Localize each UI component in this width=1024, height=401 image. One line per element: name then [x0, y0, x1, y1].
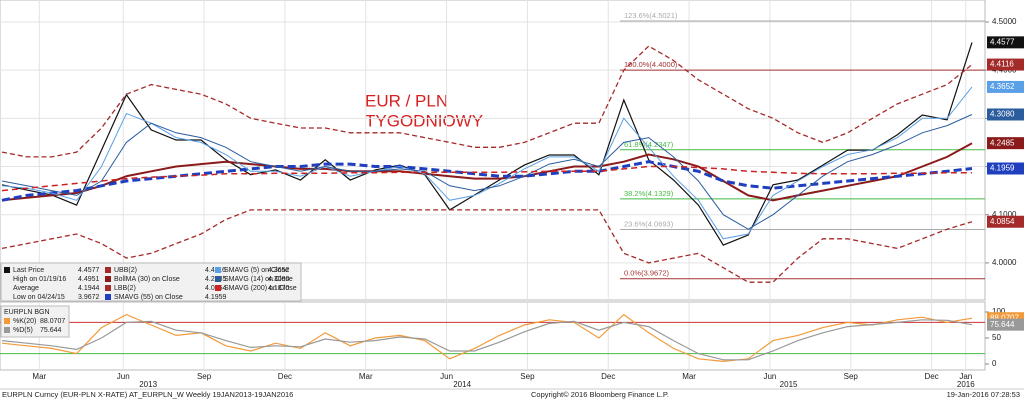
- x-tick-label: Jun: [117, 372, 130, 381]
- legend-swatch: [105, 276, 111, 282]
- legend-swatch: [215, 276, 221, 282]
- last-tag: [987, 318, 1024, 331]
- series-line: [1, 313, 973, 363]
- legend-swatch: [4, 267, 10, 273]
- last-tag-label: 88.0707: [990, 313, 1019, 322]
- x-tick-label: Mar: [682, 372, 696, 381]
- annotation: EUR / PLN: [365, 91, 448, 110]
- legend-value: 4.1959: [205, 294, 227, 301]
- legend-label: LBB(2): [114, 285, 136, 292]
- last-tag-label: 4.4116: [990, 60, 1014, 69]
- series-line: [1, 45, 973, 158]
- x-tick-label: Sep: [197, 372, 212, 381]
- fib-label: 23.6%(4.0693): [624, 219, 674, 228]
- legend-label: SMAVG (200) on Close: [224, 285, 297, 292]
- fib-label: 0.0%(3.9672): [624, 269, 670, 278]
- legend-label: %D(5): [13, 327, 33, 334]
- last-tag: [987, 162, 1024, 175]
- series-line: [1, 42, 973, 246]
- y-tick-label: 4.0000: [992, 258, 1017, 267]
- legend-value: 3.9672: [78, 294, 100, 301]
- x-tick-label: Jun: [763, 372, 776, 381]
- year-label: 2014: [453, 380, 471, 389]
- legend-label: Low on 04/24/15: [13, 294, 65, 301]
- x-tick-label: Mar: [32, 372, 46, 381]
- x-tick-label: Jan: [959, 372, 972, 381]
- legend-swatch: [215, 285, 221, 291]
- last-tag-label: 4.0854: [990, 217, 1015, 226]
- legend-swatch: [105, 285, 111, 291]
- legend-label: High on 01/19/16: [13, 276, 66, 283]
- legend-label: SMAVG (14) on Close: [224, 276, 293, 283]
- last-tag-label: 4.4577: [990, 37, 1015, 46]
- y-tick-label: 50: [992, 333, 1001, 342]
- series-line: [1, 165, 972, 192]
- legend-title: EURPLN BGN: [4, 309, 50, 316]
- series-line: [1, 142, 973, 202]
- legend-swatch: [4, 327, 10, 333]
- y-tick-label: 0: [992, 359, 997, 368]
- legend-value: 88.0707: [40, 318, 65, 325]
- legend-label: %K(20): [13, 318, 36, 325]
- fib-label: 123.6%(4.5021): [624, 11, 678, 20]
- fib-label: 38.2%(4.1329): [624, 189, 674, 198]
- footer-left: EURPLN Curncy (EUR-PLN X-RATE) AT_EURPLN…: [2, 390, 293, 399]
- x-tick-label: Jun: [440, 372, 453, 381]
- last-tag: [987, 108, 1024, 121]
- last-tag: [987, 36, 1024, 49]
- fib-label: 61.8%(4.2347): [624, 140, 674, 149]
- last-tag: [987, 215, 1024, 228]
- legend-value: 4.1944: [78, 285, 100, 292]
- x-tick-label: Dec: [278, 372, 292, 381]
- series-line: [1, 319, 973, 361]
- footer-right: 19-Jan-2016 07:28:53: [947, 390, 1020, 399]
- legend-label: SMAVG (5) on Close: [224, 267, 289, 274]
- legend-value: 4.3652: [268, 267, 290, 274]
- stoch-panel: [0, 301, 986, 371]
- year-label: 2016: [957, 380, 975, 389]
- x-tick-label: Sep: [844, 372, 859, 381]
- last-tag: [987, 80, 1024, 93]
- y-tick-label: 4.1000: [992, 210, 1017, 219]
- footer-center: Copyright© 2016 Bloomberg Finance L.P.: [531, 390, 669, 399]
- year-label: 2015: [780, 380, 798, 389]
- fib-label: 100.0%(4.4000): [624, 60, 678, 69]
- legend-label: Average: [13, 285, 39, 292]
- legend-value: 4.1870: [268, 285, 290, 292]
- legend-box: [0, 262, 302, 302]
- series-line: [1, 114, 973, 230]
- series-line: [1, 209, 973, 283]
- legend-value: 4.4577: [78, 267, 100, 274]
- x-tick-label: Dec: [924, 372, 938, 381]
- y-tick-label: 100: [992, 307, 1006, 316]
- series-line: [1, 86, 973, 240]
- legend-value: 4.3080: [268, 276, 290, 283]
- legend-value: 4.4951: [78, 276, 100, 283]
- x-tick-label: Dec: [601, 372, 615, 381]
- y-tick-label: 4.5000: [992, 17, 1017, 26]
- legend-swatch: [105, 294, 111, 300]
- x-tick-label: Sep: [520, 372, 535, 381]
- legend-box: [0, 305, 70, 338]
- last-tag-label: 4.3080: [990, 110, 1015, 119]
- legend-label: UBB(2): [114, 267, 137, 274]
- legend-swatch: [4, 318, 10, 324]
- year-label: 2013: [139, 380, 157, 389]
- last-tag-label: 4.1959: [990, 164, 1015, 173]
- legend-value: 75.644: [40, 327, 62, 334]
- legend-swatch: [215, 267, 221, 273]
- last-tag-label: 4.3652: [990, 82, 1015, 91]
- last-tag: [987, 137, 1024, 150]
- last-tag: [987, 58, 1024, 71]
- legend-label: SMAVG (55) on Close: [114, 294, 183, 301]
- legend-label: Last Price: [13, 267, 44, 274]
- last-tag-label: 75.644: [990, 320, 1015, 329]
- legend-label: BollMA (30) on Close: [114, 276, 180, 283]
- last-tag-label: 4.2485: [990, 138, 1015, 147]
- legend-swatch: [105, 267, 111, 273]
- x-tick-label: Mar: [359, 372, 373, 381]
- annotation: TYGODNIOWY: [365, 111, 483, 130]
